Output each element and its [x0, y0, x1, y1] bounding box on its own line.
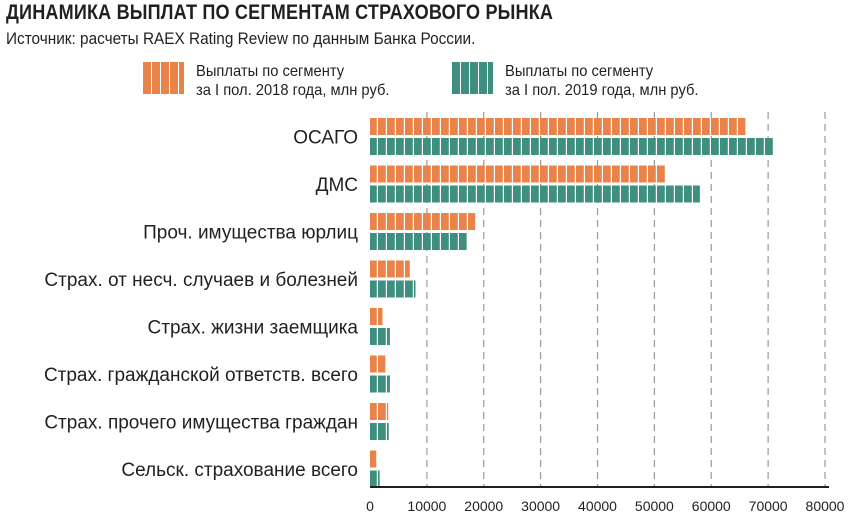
bar-2018-4: [370, 308, 383, 325]
legend-label-2019-line1: Выплаты по сегменту: [505, 63, 654, 80]
category-label: Сельск. страхование всего: [121, 460, 358, 481]
x-tick-label: 40000: [578, 498, 617, 514]
category-label: Страх. прочего имущества граждан: [44, 413, 358, 434]
category-label: ОСАГО: [293, 128, 358, 149]
category-label: Проч. имущества юрлиц: [143, 223, 358, 244]
legend-label-2019-line2: за I пол. 2019 года, млн руб.: [505, 82, 699, 99]
bar-2019-5: [370, 375, 390, 393]
bar-2019-7: [370, 470, 380, 488]
bar-2018-7: [370, 450, 377, 468]
bar-2018-5: [370, 355, 386, 373]
x-tick-label: 10000: [407, 498, 446, 514]
bar-2018-0: [370, 118, 746, 135]
legend-label-2018: Выплаты по сегменту за I пол. 2018 года,…: [196, 62, 390, 100]
x-tick-label: 60000: [692, 498, 731, 514]
bars: [370, 118, 774, 488]
legend-label-2018-line2: за I пол. 2018 года, млн руб.: [196, 82, 390, 99]
bar-2019-2: [370, 233, 467, 250]
legend-swatch-2018: [143, 62, 184, 94]
bar-2018-1: [370, 165, 666, 183]
bar-2019-4: [370, 328, 390, 345]
chart-subtitle: Источник: расчеты RAEX Rating Review по …: [6, 30, 476, 48]
x-tick-label: 80000: [806, 498, 845, 514]
legend-label-2018-line1: Выплаты по сегменту: [196, 63, 345, 80]
chart-title: ДИНАМИКА ВЫПЛАТ ПО СЕГМЕНТАМ СТРАХОВОГО …: [6, 1, 554, 24]
category-label: Страх. от несч. случаев и болезней: [44, 270, 358, 291]
bar-2019-1: [370, 185, 700, 203]
bar-2019-0: [370, 138, 774, 155]
category-label: Страх. гражданской ответств. всего: [44, 365, 358, 386]
bar-2019-3: [370, 280, 416, 298]
category-labels: ОСАГО ДМС Проч. имущества юрлиц Страх. от н…: [44, 128, 358, 482]
x-tick-label: 50000: [635, 498, 674, 514]
x-axis: 0 10000 20000 30000 40000 50000 60000 70000 8000…: [366, 486, 845, 514]
bar-2018-2: [370, 213, 476, 230]
x-tick-label: 0: [366, 498, 374, 514]
bar-2019-6: [370, 423, 389, 440]
x-tick-label: 30000: [521, 498, 560, 514]
legend-swatch-2019: [452, 62, 493, 94]
bar-2018-3: [370, 260, 410, 278]
x-tick-label: 20000: [464, 498, 503, 514]
category-label: Страх. жизни заемщика: [148, 318, 359, 339]
category-label: ДМС: [316, 175, 358, 196]
legend-label-2019: Выплаты по сегменту за I пол. 2019 года,…: [505, 62, 699, 100]
bar-2018-6: [370, 403, 389, 420]
x-tick-label: 70000: [749, 498, 788, 514]
